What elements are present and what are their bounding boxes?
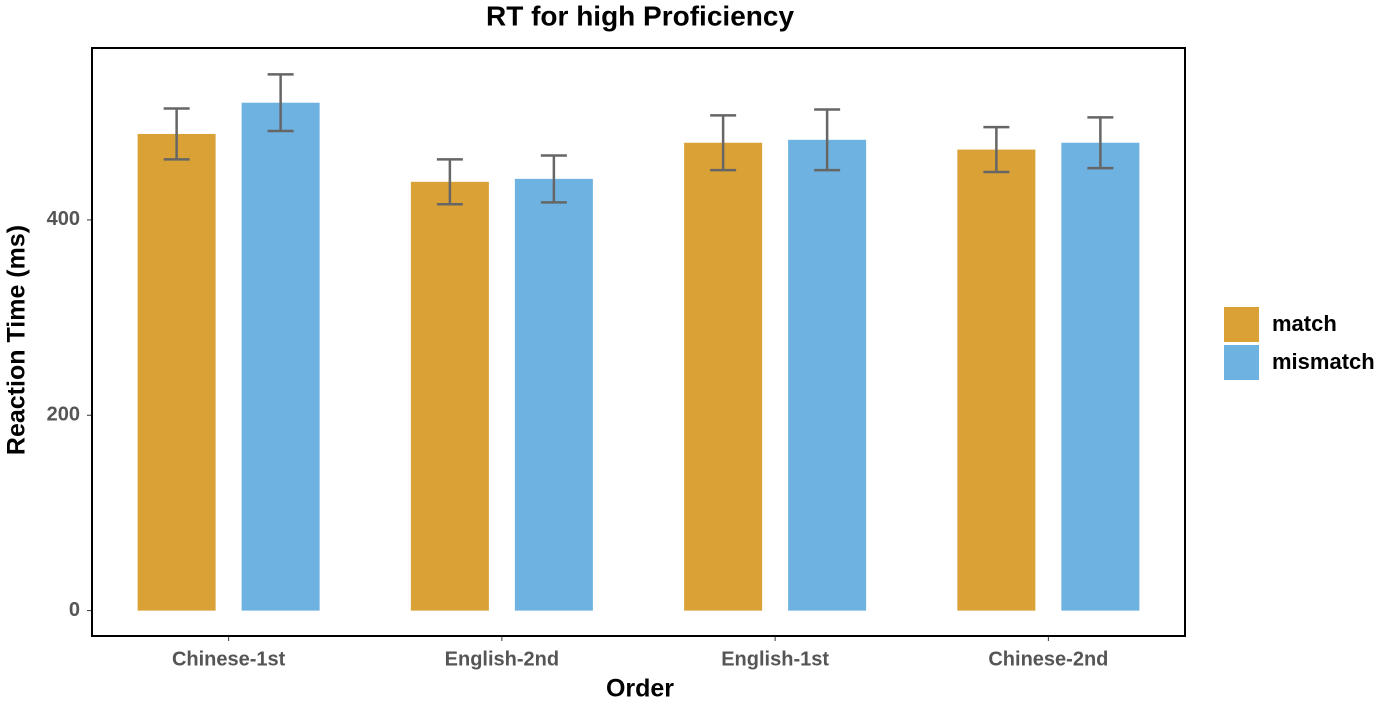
x-tick-label: Chinese-1st xyxy=(172,648,286,670)
error-bar xyxy=(710,114,737,172)
chart-title: RT for high Proficiency xyxy=(486,0,794,31)
x-tick-label: Chinese-2nd xyxy=(988,648,1108,670)
x-tick-label: English-2nd xyxy=(445,648,559,670)
error-bar xyxy=(163,107,190,161)
bar xyxy=(684,142,763,611)
y-tick-label: 400 xyxy=(47,208,80,230)
bar xyxy=(137,133,216,611)
legend-key xyxy=(1224,307,1259,342)
legend-label: mismatch xyxy=(1272,349,1375,374)
bar xyxy=(1061,142,1140,611)
legend-key xyxy=(1224,345,1259,380)
error-bar xyxy=(540,154,567,204)
error-bar xyxy=(1087,116,1114,170)
error-bar xyxy=(267,73,294,133)
x-tick-label: English-1st xyxy=(721,648,829,670)
error-bar xyxy=(436,158,463,206)
bar xyxy=(410,181,489,611)
plot-border xyxy=(91,47,1186,637)
y-tick-label: 0 xyxy=(69,599,80,621)
error-bar xyxy=(814,108,841,172)
y-tick-label: 200 xyxy=(47,404,80,426)
y-axis-label: Reaction Time (ms) xyxy=(3,225,31,455)
x-axis-label: Order xyxy=(606,675,674,703)
bar xyxy=(957,149,1036,611)
bar xyxy=(514,178,593,611)
legend-label: match xyxy=(1272,311,1337,336)
bar xyxy=(788,139,867,611)
error-bar xyxy=(983,125,1010,174)
bar xyxy=(241,102,320,611)
